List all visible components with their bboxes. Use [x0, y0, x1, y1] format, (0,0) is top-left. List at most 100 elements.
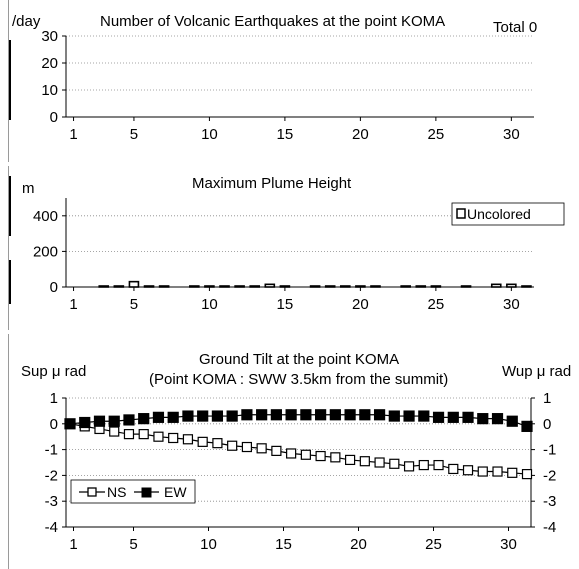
data-point-ns: [315, 450, 326, 462]
y-tick-label: 0: [50, 416, 58, 433]
bar: [506, 283, 517, 288]
data-point-ns: [403, 461, 415, 472]
y-tick-label-right: -1: [543, 442, 556, 459]
bar: [98, 285, 110, 288]
data-point-ew: [256, 409, 268, 421]
bar: [370, 285, 381, 288]
y-tick-label: -4: [45, 519, 58, 536]
bar: [309, 285, 321, 288]
y-tick-label: 0: [50, 279, 58, 296]
data-point-ns: [448, 463, 459, 475]
data-point-ns: [477, 466, 488, 477]
bar: [279, 285, 291, 288]
data-point-ns: [433, 459, 444, 471]
data-point-ns: [256, 443, 267, 454]
data-point-ns: [197, 436, 208, 447]
data-point-ns: [359, 456, 370, 467]
data-point-ew: [388, 410, 400, 422]
legend-marker-ns: [87, 487, 97, 497]
bar: [460, 285, 472, 288]
y-tick-label: 1: [50, 390, 58, 407]
bar: [234, 285, 245, 288]
y-tick-label-right: -3: [543, 493, 556, 510]
x-tick-label: 15: [275, 536, 292, 553]
data-point-ew: [167, 411, 179, 423]
data-point-ew: [241, 409, 253, 421]
y-tick-label: -1: [45, 442, 58, 459]
bar: [158, 285, 170, 288]
data-point-ew: [477, 413, 489, 425]
bar: [490, 283, 502, 288]
x-tick-label: 5: [130, 296, 138, 313]
data-point-ns: [153, 431, 164, 442]
bar: [249, 285, 261, 288]
bar: [430, 285, 442, 288]
y-label-left: Sup μ rad: [21, 363, 86, 380]
bar: [143, 285, 155, 288]
bar: [415, 285, 427, 288]
legend-label: Uncolored: [467, 206, 531, 222]
earthquake-chart-panel: 0 10 20 30 1 5 10 15 20 25 30 Number of Volcanic …: [8, 0, 579, 162]
data-point-ew: [491, 413, 504, 425]
data-point-ew: [152, 411, 165, 423]
x-tick-label: 25: [428, 126, 445, 143]
data-point-ns: [138, 429, 149, 440]
data-point-ew: [270, 409, 282, 421]
data-point-ew: [521, 420, 533, 432]
y-label-right: Wup μ rad: [502, 363, 571, 380]
chart-subtitle: (Point KOMA : SWW 3.5km from the summit): [149, 371, 448, 388]
data-point-ew: [403, 410, 415, 422]
data-point-ns: [109, 426, 120, 437]
x-tick-label: 5: [129, 536, 137, 553]
y-tick-label: -2: [45, 467, 58, 484]
bar: [128, 280, 140, 288]
data-point-ew: [93, 415, 106, 427]
x-tick-label: 25: [428, 296, 445, 313]
y-tick-label-right: 0: [543, 416, 551, 433]
series-line-ns: [69, 423, 528, 475]
bar: [189, 285, 200, 288]
x-tick-label: 5: [130, 126, 138, 143]
x-tick-label: 20: [350, 536, 367, 553]
y-tick-label: 200: [33, 243, 58, 260]
x-tick-label: 1: [69, 296, 77, 313]
x-tick-label: 10: [201, 126, 218, 143]
bar: [339, 285, 351, 288]
x-tick-label: 15: [277, 126, 294, 143]
data-point-ns: [492, 466, 503, 477]
data-point-ew: [432, 411, 445, 423]
bar: [219, 285, 230, 288]
ground-tilt-chart: 1 10 0-1 -1-2 -2-3 -3-4 -4 1 5 10 15 20 25 30 Ground…: [21, 351, 571, 553]
data-point-ns: [344, 454, 356, 466]
legend-marker: [456, 208, 466, 219]
data-point-ns: [507, 467, 518, 478]
data-point-ew: [79, 416, 91, 429]
y-tick-label-right: -2: [543, 467, 556, 484]
x-tick-label: 30: [503, 296, 520, 313]
data-point-ns: [168, 432, 179, 444]
y-tick-label-right: -4: [543, 519, 556, 536]
data-point-ew: [285, 409, 297, 421]
data-point-ew: [197, 410, 209, 422]
y-tick-label: 0: [50, 109, 58, 126]
x-tick-label: 20: [352, 296, 369, 313]
y-tick-label: 30: [41, 28, 58, 45]
bar: [521, 285, 532, 288]
chart-title: Ground Tilt at the point KOMA: [199, 351, 399, 368]
data-point-ew: [344, 409, 356, 421]
plume-height-chart-panel: 0 200 400 1 5 10 15 20 25 30 Maximum Plume Heigh…: [8, 166, 579, 330]
legend: NS EW: [70, 479, 196, 504]
bar: [324, 285, 336, 288]
data-point-ew: [462, 411, 474, 423]
x-tick-label: 15: [277, 296, 294, 313]
data-point-ew: [359, 409, 371, 421]
y-tick-label: 400: [33, 208, 58, 225]
data-point-ew: [211, 410, 224, 422]
chart-title: Number of Volcanic Earthquakes at the po…: [100, 13, 445, 30]
x-tick-label: 1: [69, 536, 77, 553]
data-point-ew: [300, 409, 312, 421]
data-point-ns: [389, 458, 400, 469]
ground-tilt-chart-panel: 1 1 0 0 -1 -1 -2 -2 -3 -3 -4 -4 1 5 10 15 20 25 30 Ground…: [8, 334, 579, 569]
data-point-ew: [64, 418, 76, 430]
